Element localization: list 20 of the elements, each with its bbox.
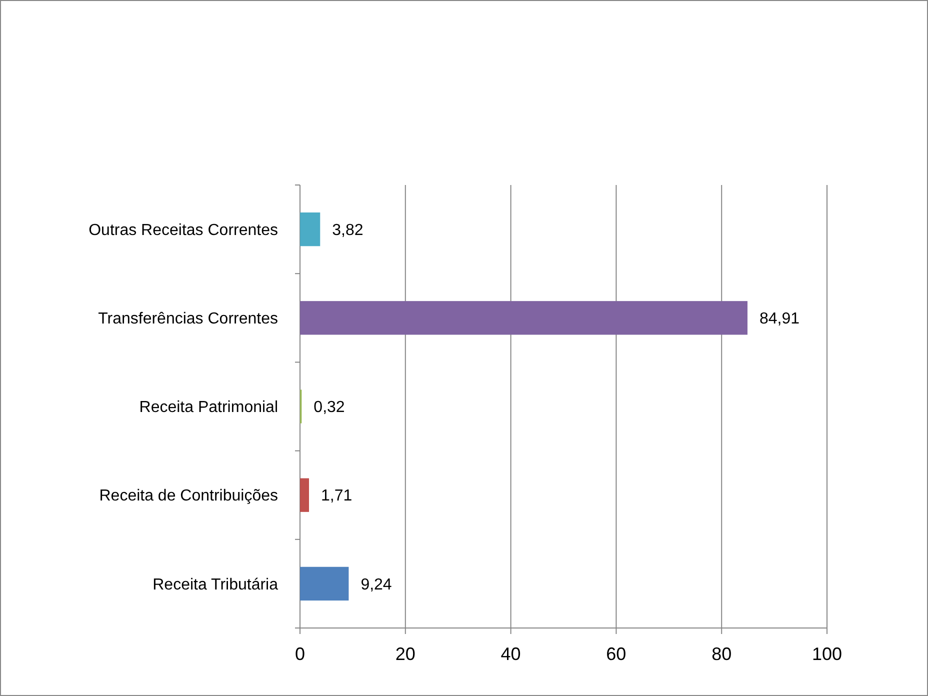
data-label: 84,91 bbox=[759, 310, 800, 328]
data-label: 9,24 bbox=[360, 576, 392, 594]
x-tick-label: 60 bbox=[606, 644, 626, 664]
y-tick-label: Receita Patrimonial bbox=[139, 399, 278, 416]
x-tick-label: 20 bbox=[395, 644, 416, 664]
x-tick-label: 0 bbox=[294, 644, 306, 664]
x-tick-label: 40 bbox=[500, 644, 521, 664]
data-label: 3,82 bbox=[332, 222, 364, 239]
y-tick-label: Outras Receitas Correntes bbox=[88, 222, 278, 239]
data-label: 1,71 bbox=[321, 488, 352, 505]
y-tick-label: Receita de Contribuições bbox=[99, 488, 278, 505]
bar bbox=[300, 478, 310, 512]
bar bbox=[300, 566, 349, 601]
y-tick-label: Receita Tributária bbox=[152, 576, 278, 594]
x-tick-label: 100 bbox=[812, 644, 842, 664]
bar bbox=[300, 212, 320, 246]
bar bbox=[300, 301, 748, 335]
y-tick-label: Transferências Correntes bbox=[98, 310, 278, 328]
x-tick-label: 80 bbox=[712, 644, 732, 664]
data-label: 0,32 bbox=[314, 399, 345, 416]
